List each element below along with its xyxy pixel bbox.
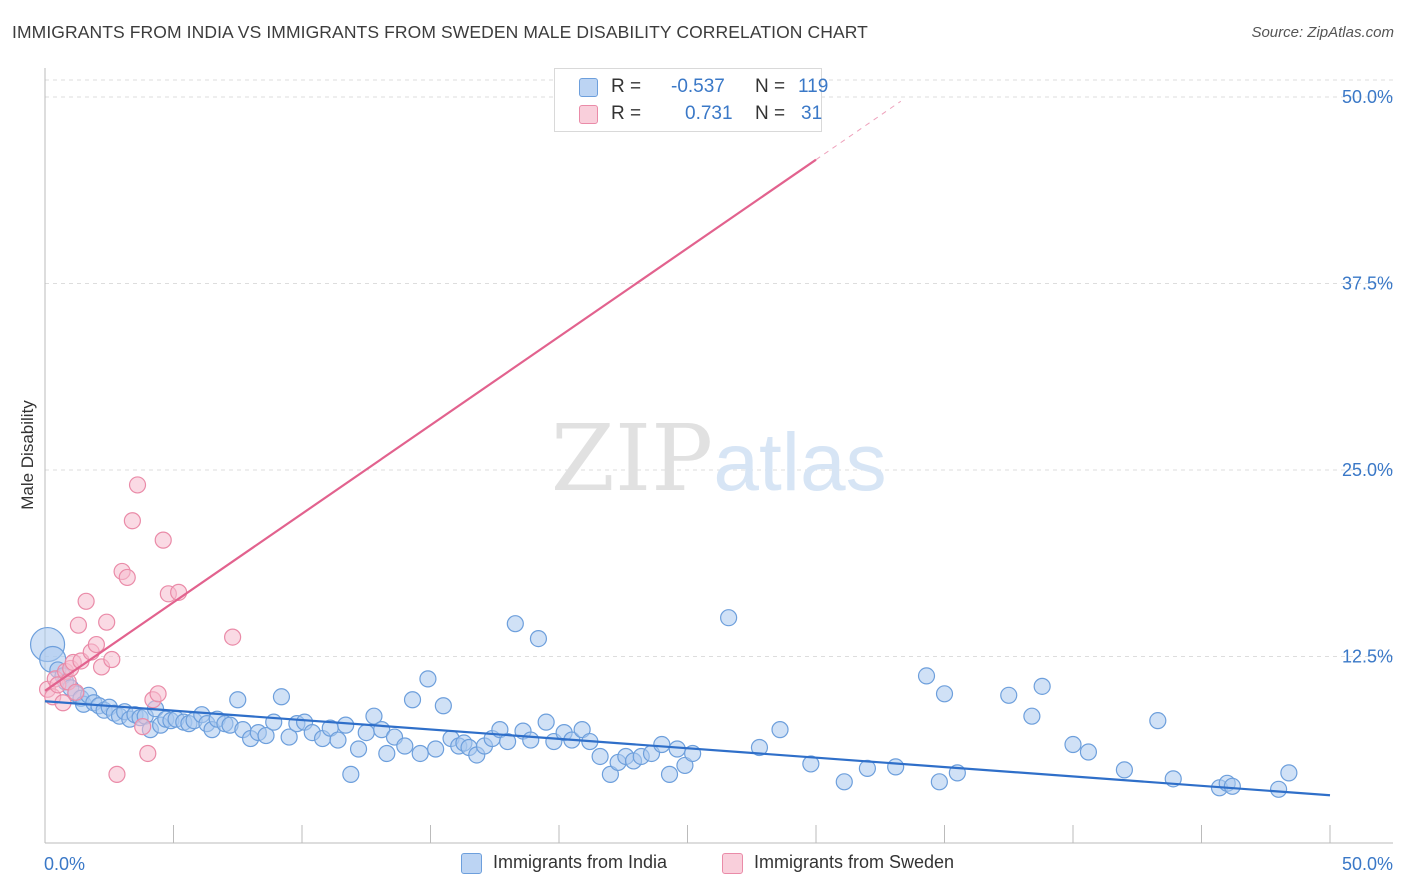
- india-point: [935, 685, 954, 703]
- sweden-point: [98, 613, 116, 631]
- india-point: [1280, 764, 1298, 782]
- sweden-point: [103, 650, 121, 669]
- bottom-sweden-swatch: [722, 853, 743, 874]
- india-point: [750, 738, 769, 757]
- sweden-point: [123, 512, 141, 530]
- india-point: [1115, 761, 1134, 779]
- india-point: [1269, 780, 1288, 798]
- y-tick-label-2: 37.5%: [1342, 274, 1393, 294]
- india-n-value: 119: [798, 76, 829, 97]
- india-point: [529, 629, 548, 648]
- india-n-label: N =: [755, 76, 786, 97]
- watermark: ZIP atlas: [551, 405, 887, 512]
- india-r-label: R =: [611, 76, 642, 97]
- sweden-point: [139, 744, 157, 763]
- india-point: [342, 765, 360, 783]
- india-point: [396, 737, 414, 755]
- sweden-point: [128, 476, 147, 494]
- india-point: [1033, 677, 1051, 695]
- india-point: [1149, 712, 1167, 730]
- india-point: [1023, 707, 1041, 725]
- bottom-india-swatch: [461, 853, 482, 874]
- sweden-point: [149, 685, 167, 703]
- india-point: [499, 732, 517, 751]
- sweden-point: [118, 568, 136, 587]
- watermark-atlas: atlas: [713, 417, 886, 508]
- india-point: [537, 713, 555, 731]
- india-point: [802, 755, 820, 773]
- india-point: [887, 758, 905, 776]
- india-point: [357, 723, 375, 742]
- india-point: [720, 609, 738, 627]
- sweden-r-value: 0.731: [685, 103, 733, 124]
- sweden-trend-extension: [815, 100, 902, 161]
- bottom-sweden-label: Immigrants from Sweden: [754, 852, 955, 872]
- india-point: [280, 728, 298, 746]
- sweden-point: [77, 592, 95, 610]
- india-point: [522, 731, 540, 749]
- sweden-trend-line: [44, 158, 817, 692]
- india-point: [272, 688, 291, 706]
- trend-lines: [44, 100, 1331, 797]
- india-point: [1079, 743, 1098, 761]
- india-point: [917, 667, 936, 685]
- india-point: [378, 744, 396, 763]
- india-point: [257, 726, 275, 745]
- sweden-point: [67, 683, 85, 701]
- sweden-n-label: N =: [755, 103, 786, 124]
- india-point: [591, 747, 609, 766]
- bottom-india-label: Immigrants from India: [493, 852, 668, 872]
- y-axis-label: Male Disability: [18, 400, 37, 510]
- india-point: [419, 670, 437, 688]
- india-point: [1000, 686, 1018, 704]
- india-point: [337, 716, 355, 734]
- india-swatch: [579, 78, 598, 97]
- grid-lines: [45, 79, 1393, 657]
- stats-legend: R = -0.537 N = 119 R = 0.731 N = 31: [554, 68, 828, 132]
- chart-title: IMMIGRANTS FROM INDIA VS IMMIGRANTS FROM…: [12, 22, 868, 42]
- sweden-point: [134, 718, 152, 736]
- sweden-r-label: R =: [611, 103, 642, 124]
- sweden-n-value: 31: [801, 103, 823, 124]
- source-label: Source: ZipAtlas.com: [1251, 24, 1394, 41]
- india-point: [411, 744, 429, 763]
- axes: [44, 68, 1393, 844]
- y-tick-label-3: 50.0%: [1342, 87, 1393, 107]
- india-point: [676, 756, 694, 775]
- sweden-point: [69, 616, 88, 634]
- india-point: [660, 765, 679, 783]
- sweden-points: [38, 476, 242, 783]
- india-points: [29, 609, 1298, 798]
- india-point: [365, 707, 383, 725]
- india-point: [1223, 777, 1241, 795]
- india-point: [771, 721, 789, 739]
- x-tick-label-0: 0.0%: [44, 854, 85, 874]
- sweden-point: [108, 765, 126, 783]
- india-point: [653, 735, 671, 754]
- tick-labels: 12.5% 25.0% 37.5% 50.0% 0.0% 50.0%: [44, 87, 1393, 874]
- sweden-swatch: [579, 105, 598, 124]
- sweden-point: [87, 635, 106, 654]
- india-point: [329, 731, 347, 749]
- india-r-value: -0.537: [671, 76, 725, 97]
- india-point: [930, 773, 948, 791]
- india-point: [427, 740, 445, 758]
- india-point: [1064, 735, 1082, 754]
- sweden-point: [154, 531, 172, 549]
- india-point: [601, 765, 620, 783]
- sweden-point: [224, 628, 242, 646]
- india-point: [349, 740, 368, 758]
- watermark-zip: ZIP: [551, 405, 713, 512]
- india-point: [434, 697, 452, 715]
- y-tick-label-0: 12.5%: [1342, 647, 1393, 667]
- x-tick-label-1: 50.0%: [1342, 854, 1393, 874]
- india-point: [835, 773, 853, 791]
- india-trend-line: [44, 700, 1331, 797]
- india-point: [506, 615, 524, 633]
- india-point: [229, 691, 247, 709]
- y-tick-label-1: 25.0%: [1342, 460, 1393, 480]
- india-point: [403, 691, 422, 709]
- india-point: [573, 721, 591, 739]
